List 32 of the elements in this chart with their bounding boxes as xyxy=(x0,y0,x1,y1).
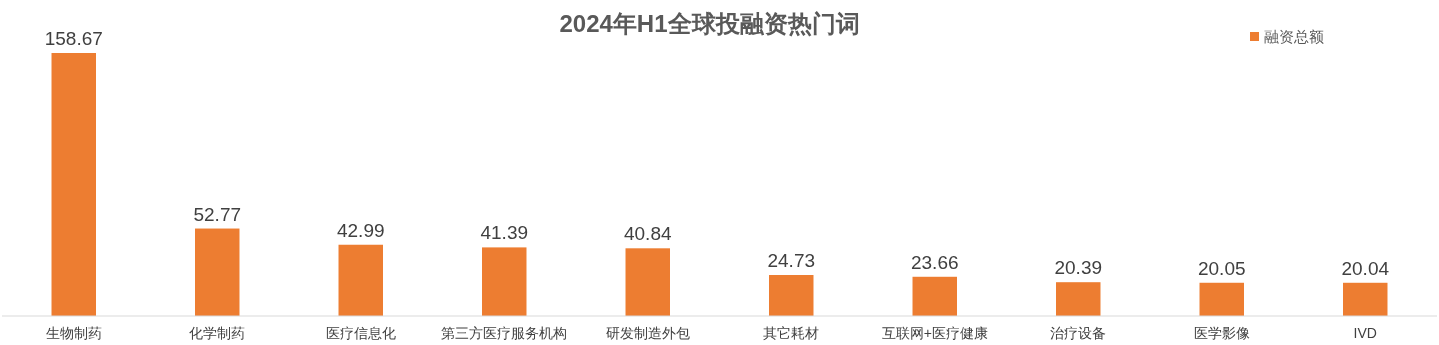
bar xyxy=(195,228,240,316)
legend-label: 融资总额 xyxy=(1264,28,1324,45)
bar xyxy=(51,53,96,316)
data-label: 52.77 xyxy=(193,203,242,225)
data-label: 20.05 xyxy=(1197,257,1246,279)
data-label: 24.73 xyxy=(767,250,816,272)
bar xyxy=(482,247,527,316)
x-tick-label: 互联网+医疗健康 xyxy=(881,325,988,341)
x-tick-label: 医学影像 xyxy=(1193,325,1250,341)
x-tick-label: 研发制造外包 xyxy=(605,325,690,341)
bar xyxy=(912,276,957,316)
data-label: 20.39 xyxy=(1054,257,1103,279)
x-tick-label: 化学制药 xyxy=(189,325,246,341)
x-tick-label: IVD xyxy=(1353,325,1377,341)
data-label: 42.99 xyxy=(336,219,385,241)
data-label: 20.04 xyxy=(1341,257,1390,279)
data-label: 158.67 xyxy=(44,28,103,49)
chart-title: 2024年H1全球投融资热门词 xyxy=(559,10,860,37)
x-tick-label: 治疗设备 xyxy=(1050,325,1107,341)
x-tick-label: 第三方医疗服务机构 xyxy=(441,325,568,341)
data-label: 41.39 xyxy=(480,222,529,244)
bar xyxy=(1199,282,1244,316)
x-tick-label: 生物制药 xyxy=(45,325,102,341)
x-tick-label: 其它耗材 xyxy=(763,325,820,341)
data-label: 23.66 xyxy=(910,251,959,273)
bar xyxy=(625,248,670,316)
bar xyxy=(1343,282,1388,316)
bar xyxy=(1056,282,1101,316)
bar xyxy=(769,275,814,316)
x-tick-label: 医疗信息化 xyxy=(325,325,396,341)
data-label: 40.84 xyxy=(623,223,672,245)
bar xyxy=(338,244,383,316)
